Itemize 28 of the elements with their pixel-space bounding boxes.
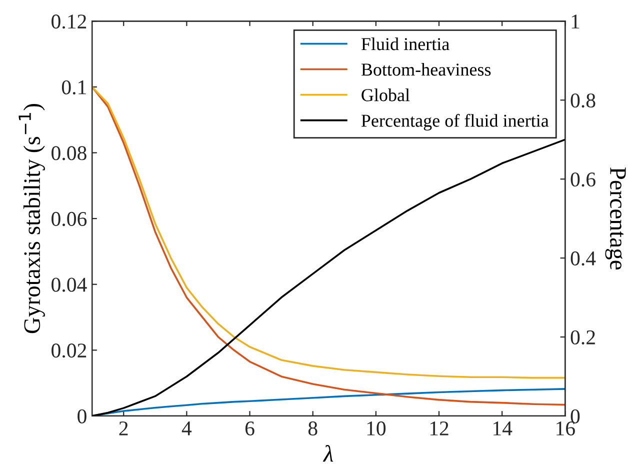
y-tick-label: 0.02 <box>52 344 86 358</box>
y-tick-label: 0.08 <box>52 146 86 160</box>
y-tick-label: 0.04 <box>52 278 87 292</box>
y-axis-title: Gyrotaxis stability (s$^{−1}$) <box>18 104 45 334</box>
x-tick-label: 16 <box>556 421 575 436</box>
x-tick-label: 6 <box>245 421 254 436</box>
y2-tick-label: 0 <box>570 409 580 424</box>
y2-tick-label: 0.6 <box>570 172 596 187</box>
legend-label: Percentage of fluid inertia <box>361 114 549 131</box>
y-tick-label: 0.12 <box>52 14 86 29</box>
y-tick-label: 0 <box>78 409 86 424</box>
y-tick-label: 0.1 <box>62 80 86 94</box>
y2-axis-title: Percentage <box>605 167 626 270</box>
y2-tick-label: 1 <box>572 14 580 28</box>
y2-tick-label: 0.2 <box>570 330 595 345</box>
x-tick-label: 4 <box>182 422 192 436</box>
legend-label: Fluid inertia <box>361 38 450 50</box>
x-tick-label: 12 <box>430 421 448 436</box>
y2-tick-label: 0.8 <box>570 93 596 108</box>
x-tick-label: 14 <box>493 422 512 436</box>
legend-label: Global <box>362 88 410 102</box>
y2-tick-label: 0.4 <box>570 251 596 266</box>
x-axis-title: λ <box>322 445 334 462</box>
x-tick-label: 8 <box>308 421 318 436</box>
x-tick-label: 10 <box>367 421 386 436</box>
y-tick-label: 0.06 <box>52 212 87 226</box>
legend-label: Bottom-heaviness <box>361 63 491 76</box>
x-tick-label: 2 <box>119 421 128 436</box>
